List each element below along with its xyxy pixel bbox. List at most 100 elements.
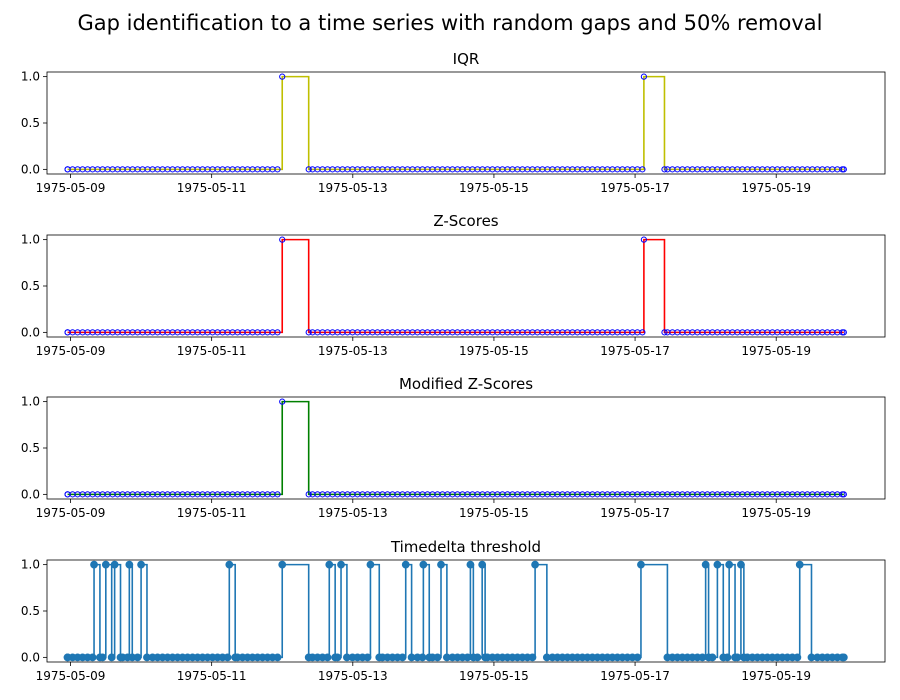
y-tick-label: 0.0 xyxy=(21,162,40,176)
observation-marker xyxy=(274,491,281,498)
gap-point-marker xyxy=(425,653,434,662)
y-tick-label: 0.5 xyxy=(21,604,40,618)
x-tick-label: 1975-05-11 xyxy=(177,181,247,195)
gap-point-marker xyxy=(278,560,287,569)
gap-point-marker xyxy=(125,560,134,569)
y-tick-label: 0.5 xyxy=(21,116,40,130)
gap-point-marker xyxy=(279,73,286,80)
x-tick-label: 1975-05-09 xyxy=(36,344,106,358)
gap-point-marker xyxy=(481,653,490,662)
gap-point-marker xyxy=(701,560,710,569)
x-tick-label: 1975-05-13 xyxy=(318,344,388,358)
y-tick-label: 0.0 xyxy=(21,325,40,339)
x-tick-label: 1975-05-09 xyxy=(36,181,106,195)
axes-frame xyxy=(46,71,886,175)
gap-point-marker xyxy=(739,653,748,662)
x-tick-label: 1975-05-17 xyxy=(600,344,670,358)
x-tick-label: 1975-05-19 xyxy=(741,506,811,520)
gap-point-marker xyxy=(419,560,428,569)
gap-point-marker xyxy=(637,560,645,569)
observation-marker xyxy=(793,653,802,662)
x-tick-label: 1975-05-11 xyxy=(177,344,247,358)
gap-point-marker xyxy=(305,491,312,498)
gap-point-marker xyxy=(101,560,110,569)
observation-marker xyxy=(363,653,372,662)
gap-point-marker xyxy=(137,560,145,569)
y-tick-label: 1.0 xyxy=(21,70,40,84)
y-tick-label: 0.0 xyxy=(21,650,40,664)
x-tick-label: 1975-05-19 xyxy=(741,669,811,683)
panel-iqr: IQR 0.0 0.5 1.0 1975-05-09 1975-05-11 1975-05… xyxy=(21,50,886,195)
observation-marker xyxy=(273,653,282,662)
axes-frame xyxy=(46,234,886,338)
panel-timedelta-threshold: Timedelta threshold 0.0 0.5 1.0 1975-05-09 1… xyxy=(21,538,886,683)
observation-marker xyxy=(418,653,427,662)
series-step-line xyxy=(67,563,844,659)
gap-point-marker xyxy=(795,560,804,569)
gap-point-marker xyxy=(366,560,375,569)
gap-point-marker xyxy=(407,653,416,662)
observation-marker xyxy=(433,653,442,662)
x-tick-label: 1975-05-13 xyxy=(318,506,388,520)
x-tick-label: 1975-05-15 xyxy=(459,344,529,358)
observation-marker xyxy=(274,166,281,173)
gap-point-marker xyxy=(64,329,71,336)
gap-point-marker xyxy=(469,653,478,662)
x-tick-label: 1975-05-15 xyxy=(459,181,529,195)
x-tick-label: 1975-05-15 xyxy=(459,506,529,520)
gap-point-marker xyxy=(663,653,672,662)
gap-point-marker xyxy=(305,166,312,173)
gap-point-marker xyxy=(725,560,734,569)
observation-marker xyxy=(88,653,97,662)
gap-point-marker xyxy=(704,653,713,662)
series-step-line xyxy=(67,75,844,171)
x-tick-label: 1975-05-17 xyxy=(600,181,670,195)
gap-point-marker xyxy=(840,329,847,336)
gap-point-marker xyxy=(640,236,647,243)
figure-title: Gap identification to a time series with… xyxy=(78,11,823,35)
panel-title: Timedelta threshold xyxy=(390,538,541,556)
x-tick-label: 1975-05-15 xyxy=(459,669,529,683)
x-tick-label: 1975-05-09 xyxy=(36,669,106,683)
gap-point-marker xyxy=(375,653,384,662)
x-tick-label: 1975-05-09 xyxy=(36,506,106,520)
panel-modified-zscores: Modified Z-Scores 0.0 0.5 1.0 1975-05-09 197… xyxy=(21,375,886,520)
gap-point-marker xyxy=(719,653,728,662)
gap-point-marker xyxy=(731,653,739,662)
gap-point-marker xyxy=(90,560,98,569)
gap-point-marker xyxy=(110,560,119,569)
y-tick-label: 1.0 xyxy=(21,233,40,247)
gap-point-marker xyxy=(661,166,668,173)
panel-zscores: Z-Scores 0.0 0.5 1.0 1975-05-09 1975-05-11 19… xyxy=(21,212,886,358)
gap-point-marker xyxy=(737,560,745,569)
y-tick-label: 1.0 xyxy=(21,395,40,409)
gap-point-marker xyxy=(437,560,445,569)
gap-point-marker xyxy=(116,653,125,662)
gap-point-marker xyxy=(840,491,847,498)
gap-point-marker xyxy=(63,653,72,662)
gap-point-marker xyxy=(401,560,410,569)
gap-point-marker xyxy=(64,166,71,173)
series-step-line xyxy=(67,238,844,334)
x-tick-label: 1975-05-17 xyxy=(600,669,670,683)
panel-title: Z-Scores xyxy=(433,212,498,230)
x-tick-label: 1975-05-11 xyxy=(177,506,247,520)
gap-point-marker xyxy=(542,653,551,662)
y-tick-label: 0.5 xyxy=(21,441,40,455)
gap-point-marker xyxy=(279,398,286,405)
observation-marker xyxy=(223,653,232,662)
gap-point-marker xyxy=(107,653,116,662)
observation-marker xyxy=(398,653,407,662)
y-tick-label: 0.0 xyxy=(21,487,40,501)
gap-point-marker xyxy=(640,73,647,80)
gap-point-marker xyxy=(337,560,345,569)
panel-title: IQR xyxy=(453,50,480,68)
gap-point-marker xyxy=(442,653,451,662)
axes-frame xyxy=(46,396,886,500)
y-tick-label: 0.5 xyxy=(21,279,40,293)
x-tick-label: 1975-05-19 xyxy=(741,344,811,358)
gap-point-marker xyxy=(466,560,475,569)
x-tick-label: 1975-05-19 xyxy=(741,181,811,195)
axes-frame xyxy=(46,559,886,663)
